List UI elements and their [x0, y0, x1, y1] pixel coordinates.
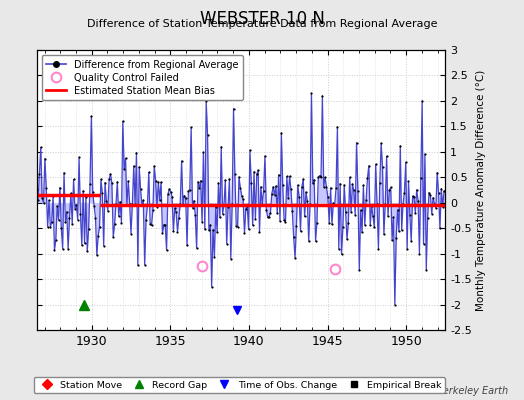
Legend: Station Move, Record Gap, Time of Obs. Change, Empirical Break: Station Move, Record Gap, Time of Obs. C… [34, 377, 445, 393]
Text: WEBSTER 10 N: WEBSTER 10 N [200, 10, 324, 28]
Y-axis label: Monthly Temperature Anomaly Difference (°C): Monthly Temperature Anomaly Difference (… [476, 69, 486, 311]
Text: Difference of Station Temperature Data from Regional Average: Difference of Station Temperature Data f… [87, 19, 437, 29]
Text: Berkeley Earth: Berkeley Earth [436, 386, 508, 396]
Legend: Difference from Regional Average, Quality Control Failed, Estimated Station Mean: Difference from Regional Average, Qualit… [41, 55, 243, 100]
